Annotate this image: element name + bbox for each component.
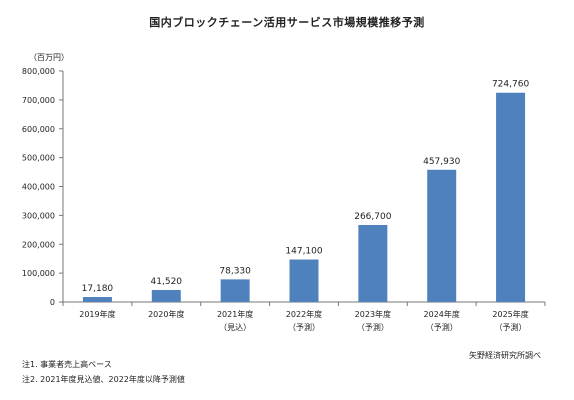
y-tick-label: 500,000	[22, 154, 55, 163]
y-tick-label: 0	[50, 298, 55, 307]
bar-value-label: 457,930	[423, 157, 460, 167]
y-axis-label: （百万円）	[29, 53, 69, 62]
x-tick-sublabel: （予測）	[495, 322, 527, 332]
bar	[358, 224, 388, 302]
footnote-1: 注1. 事業者売上高ベース	[22, 360, 112, 369]
bar	[82, 297, 112, 302]
y-tick-label: 300,000	[22, 211, 55, 220]
bar	[496, 92, 526, 302]
bar	[427, 169, 457, 302]
y-tick-label: 200,000	[22, 240, 55, 249]
x-tick-sublabel: （予測）	[357, 322, 389, 332]
y-tick-label: 600,000	[22, 125, 55, 134]
bar-value-label: 41,520	[151, 277, 183, 287]
x-tick-label: 2022年度	[286, 309, 322, 319]
x-tick-label: 2021年度	[217, 309, 253, 319]
bar-value-label: 266,700	[354, 212, 391, 222]
bar-value-label: 17,180	[82, 284, 114, 294]
bar-value-label: 78,330	[219, 266, 251, 276]
bar	[289, 259, 319, 302]
y-tick-label: 800,000	[22, 67, 55, 76]
y-tick-label: 400,000	[22, 183, 55, 192]
bar-value-label: 147,100	[285, 247, 322, 257]
x-tick-label: 2023年度	[355, 309, 391, 319]
x-tick-sublabel: （予測）	[288, 322, 320, 332]
x-tick-sublabel: （見込）	[219, 323, 251, 332]
chart-title: 国内ブロックチェーン活用サービス市場規模推移予測	[149, 16, 425, 29]
bar	[151, 290, 181, 302]
x-tick-label: 2020年度	[148, 309, 184, 319]
x-tick-label: 2024年度	[424, 309, 460, 319]
x-tick-label: 2019年度	[79, 309, 115, 319]
x-tick-sublabel: （予測）	[426, 322, 458, 332]
bar	[220, 279, 250, 302]
x-tick-label: 2025年度	[492, 309, 528, 319]
footnote-2: 注2. 2021年度見込値、2022年度以降予測値	[22, 375, 185, 384]
source-note: 矢野経済研究所調べ	[469, 351, 541, 360]
bar-value-label: 724,760	[492, 80, 529, 90]
y-tick-label: 700,000	[22, 96, 55, 105]
y-tick-label: 100,000	[22, 269, 55, 278]
